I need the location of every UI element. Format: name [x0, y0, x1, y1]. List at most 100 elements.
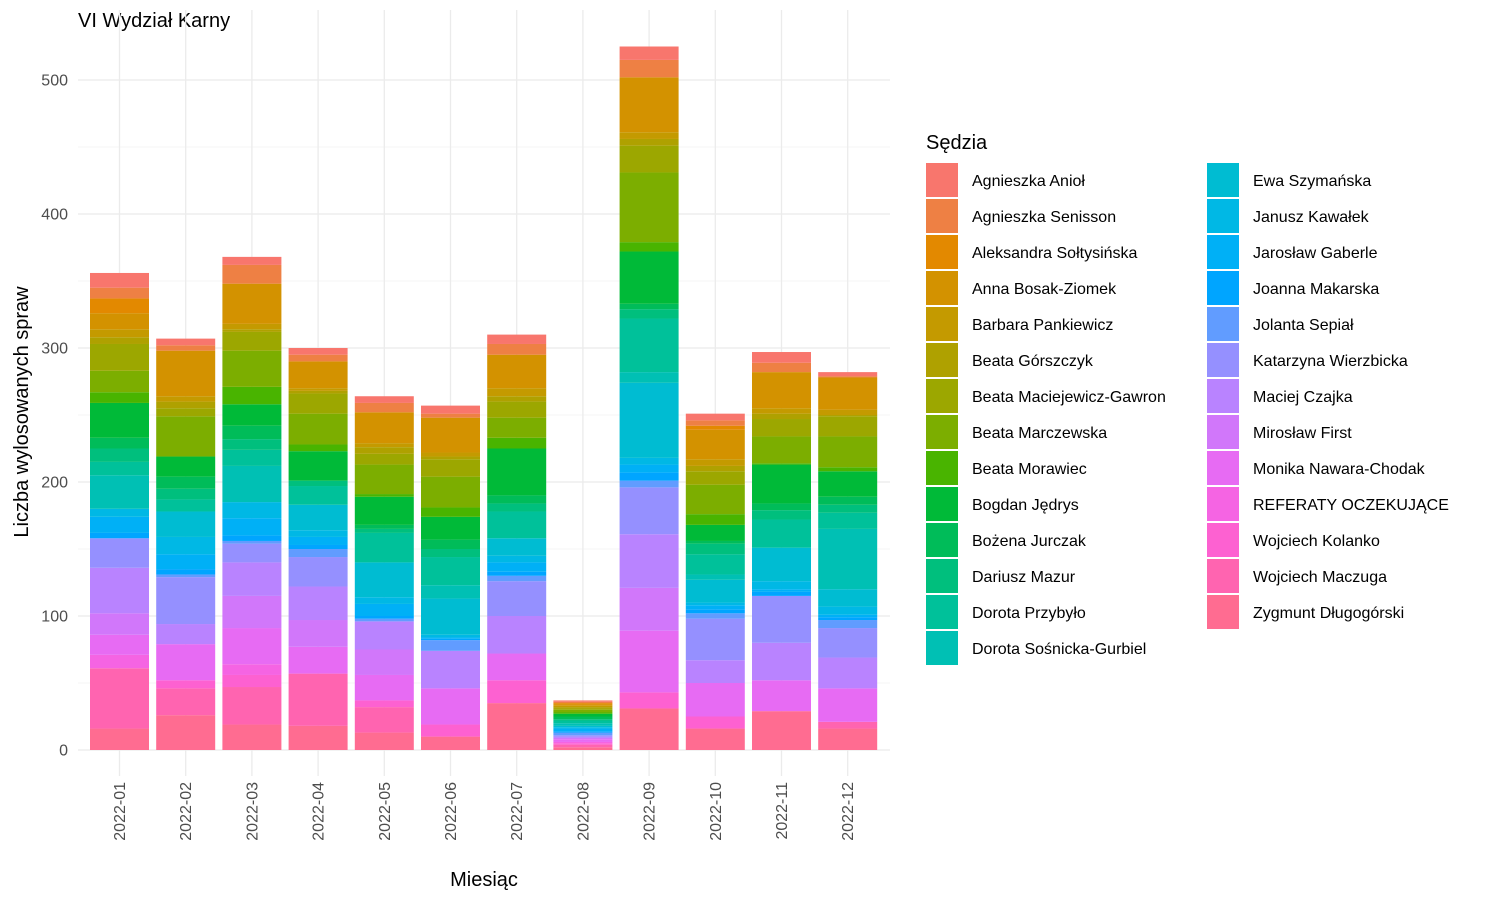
- bar-segment: [222, 562, 282, 596]
- legend-key: [1207, 559, 1239, 593]
- bar-segment: [818, 436, 878, 468]
- bar-segment: [222, 543, 282, 563]
- bar-segment: [487, 495, 547, 504]
- bar-segment: [288, 586, 348, 621]
- bar-segment: [553, 704, 613, 706]
- legend-label: Ewa Szymańska: [1253, 173, 1371, 190]
- legend-key: [1207, 523, 1239, 557]
- bar-segment: [619, 138, 679, 146]
- bar-segment: [553, 736, 613, 738]
- legend-key: [926, 595, 958, 629]
- bar-segment: [222, 687, 282, 725]
- bar-segment: [90, 668, 149, 729]
- bar-segment: [818, 377, 878, 410]
- bar-segment: [288, 354, 348, 362]
- legend-label: Maciej Czajka: [1253, 389, 1353, 406]
- bars: [90, 46, 878, 750]
- bar-segment: [619, 464, 679, 473]
- bar-segment: [685, 471, 745, 485]
- bar-segment: [288, 393, 348, 414]
- bar-segment: [685, 425, 745, 430]
- bar-segment: [90, 613, 149, 635]
- legend-label: Beata Maciejewicz-Gawron: [972, 389, 1166, 406]
- bar-segment: [354, 603, 414, 616]
- bar-segment: [288, 480, 348, 487]
- legend-key: [1207, 379, 1239, 413]
- bar-segment: [818, 628, 878, 658]
- x-tick-label: 2022-08: [575, 782, 592, 841]
- bar-segment: [685, 429, 745, 460]
- bar-segment: [90, 516, 149, 533]
- bar-segment: [421, 417, 480, 453]
- bar-segment: [90, 337, 149, 344]
- bar-segment: [685, 574, 745, 580]
- bar-segment: [354, 528, 414, 533]
- y-axis-title: Liczba wylosowanych spraw: [11, 286, 33, 538]
- bar-segment: [156, 396, 216, 402]
- bar-segment: [421, 650, 480, 689]
- legend-key: [1207, 235, 1239, 269]
- y-tick-label: 0: [59, 743, 68, 760]
- bar-segment: [421, 638, 480, 641]
- bar-segment: [487, 581, 547, 616]
- bar-segment: [156, 688, 216, 716]
- x-tick-label: 2022-07: [509, 782, 526, 841]
- bar-segment: [685, 514, 745, 525]
- bar-segment: [553, 713, 613, 717]
- bar-segment: [752, 413, 811, 420]
- bar-segment: [354, 732, 414, 750]
- bar-segment: [553, 719, 613, 721]
- bar-segment: [487, 555, 547, 563]
- bar-segment: [553, 747, 613, 750]
- bar-segment: [818, 467, 878, 472]
- bar-segment: [288, 390, 348, 394]
- bar-segment: [222, 264, 282, 284]
- bar-segment: [288, 388, 348, 391]
- legend-label: Agnieszka Anioł: [972, 173, 1085, 190]
- bar-segment: [553, 727, 613, 729]
- bar-segment: [90, 532, 149, 539]
- bar-segment: [487, 354, 547, 389]
- bar-segment: [354, 618, 414, 622]
- bar-segment: [222, 350, 282, 387]
- bar-segment: [156, 536, 216, 555]
- bar-segment: [354, 649, 414, 675]
- bar-segment: [421, 456, 480, 460]
- bar-segment: [288, 361, 348, 389]
- bar-segment: [156, 644, 216, 681]
- bar-segment: [421, 557, 480, 586]
- x-tick-label: 2022-05: [377, 782, 394, 841]
- bar-segment: [354, 674, 414, 701]
- bar-segment: [752, 711, 811, 750]
- legend-key: [1207, 271, 1239, 305]
- bar-segment: [222, 323, 282, 330]
- bar-segment: [421, 736, 480, 750]
- bar-segment: [752, 642, 811, 681]
- legend: Sędzia Agnieszka Anioł Agnieszka Senisson…: [926, 132, 1449, 665]
- y-tick-label: 400: [41, 207, 68, 224]
- bar-segment: [752, 436, 811, 464]
- x-tick-label: 2022-09: [642, 782, 659, 841]
- bar-segment: [685, 605, 745, 610]
- x-tick-label: 2022-12: [840, 782, 857, 841]
- bar-segment: [90, 272, 149, 288]
- bar-segment: [685, 716, 745, 729]
- bar-segment: [222, 535, 282, 541]
- bar-segment: [553, 725, 613, 728]
- bar-segment: [222, 439, 282, 450]
- bar-segment: [752, 680, 811, 712]
- bar-segment: [619, 77, 679, 133]
- bar-segment: [156, 350, 216, 397]
- bar-segment: [553, 731, 613, 733]
- bar-segment: [553, 708, 613, 710]
- y-axis-ticks: 0 100 200 300 400 500: [41, 73, 68, 760]
- bar-segment: [752, 464, 811, 504]
- bar-segment: [685, 613, 745, 619]
- legend-key: [926, 163, 958, 197]
- bar-segment: [553, 739, 613, 742]
- bar-segment: [487, 401, 547, 418]
- bar-segment: [90, 475, 149, 509]
- bar-segment: [156, 574, 216, 578]
- bar-segment: [156, 338, 216, 346]
- bar-segment: [222, 595, 282, 629]
